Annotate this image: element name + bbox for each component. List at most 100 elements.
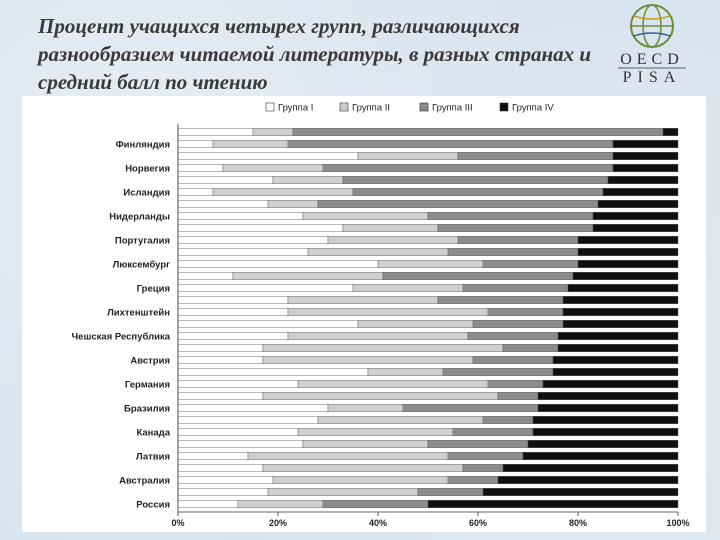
bar-segment	[267, 200, 319, 208]
bar-segment	[417, 488, 484, 496]
bar-segment	[177, 476, 274, 484]
bar-segment	[292, 128, 664, 136]
bar-segment	[177, 368, 369, 376]
legend-swatch	[265, 102, 275, 112]
bar-segment	[327, 404, 404, 412]
bar-segment	[272, 176, 344, 184]
bar-segment	[297, 428, 454, 436]
bar-segment	[427, 212, 594, 220]
x-tick-label: 0%	[171, 518, 184, 528]
bar-segment	[287, 140, 614, 148]
bar-segment	[612, 164, 679, 172]
category-label: Бразилия	[124, 404, 170, 415]
bar-segment	[297, 380, 489, 388]
bar-segment	[402, 404, 539, 412]
bar-segment	[462, 284, 569, 292]
bar-segment	[437, 224, 594, 232]
bar-segment	[317, 200, 599, 208]
bar-segment	[177, 200, 269, 208]
bar-segment	[592, 224, 679, 232]
bar-segment	[262, 344, 504, 352]
x-tick-label: 40%	[369, 518, 387, 528]
bar-segment	[302, 440, 429, 448]
bar-segment	[452, 428, 534, 436]
bar-segment	[177, 500, 239, 508]
legend-swatch	[339, 102, 349, 112]
bar-segment	[177, 344, 264, 352]
bar-segment	[342, 224, 439, 232]
bar-segment	[177, 188, 214, 196]
logo-text-bottom: PISA	[623, 69, 682, 86]
bar-segment	[177, 176, 274, 184]
bar-segment	[357, 152, 459, 160]
bar-segment	[377, 260, 484, 268]
bar-segment	[177, 164, 224, 172]
bar-segment	[177, 152, 359, 160]
bar-segment	[457, 236, 579, 244]
bar-segment	[502, 344, 559, 352]
category-label: Нидерланды	[109, 212, 170, 223]
bar-segment	[267, 488, 419, 496]
legend-swatch	[419, 102, 429, 112]
bar-segment	[177, 416, 319, 424]
legend-label: Группа III	[432, 103, 473, 114]
bar-segment	[177, 272, 234, 280]
bar-segment	[287, 308, 489, 316]
bar-segment	[437, 296, 564, 304]
bar-segment	[497, 476, 679, 484]
bar-segment	[482, 416, 534, 424]
bar-segment	[177, 380, 299, 388]
bar-segment	[177, 392, 264, 400]
bar-segment	[232, 272, 384, 280]
bar-segment	[467, 332, 559, 340]
bar-segment	[262, 464, 464, 472]
bar-segment	[532, 416, 679, 424]
bar-segment	[497, 392, 539, 400]
bar-segment	[322, 164, 614, 172]
bar-segment	[352, 188, 604, 196]
chart-panel: Группа I Группа II Группа III Группа IV Финл…	[22, 96, 706, 532]
bar-segment	[177, 284, 354, 292]
bar-segment	[457, 152, 614, 160]
bar-segment	[562, 296, 679, 304]
bar-segment	[462, 464, 504, 472]
bar-segment	[572, 272, 679, 280]
bar-segment	[287, 296, 439, 304]
bar-segment	[212, 188, 354, 196]
bar-segment	[537, 404, 679, 412]
bar-segment	[557, 332, 679, 340]
legend-label: Группа I	[278, 103, 313, 114]
category-label: Чешская Республика	[72, 332, 171, 343]
bar-segment	[532, 428, 679, 436]
legend-swatch	[499, 102, 509, 112]
category-label: Португалия	[115, 236, 170, 247]
bar-segment	[602, 188, 679, 196]
x-tick-label: 80%	[569, 518, 587, 528]
bar-segment	[177, 440, 304, 448]
bar-segment	[537, 392, 679, 400]
bar-segment	[577, 248, 679, 256]
legend-label: Группа IV	[512, 103, 554, 114]
bar-segment	[177, 464, 264, 472]
bar-segment	[177, 260, 379, 268]
bar-segment	[262, 356, 474, 364]
bar-segment	[482, 488, 679, 496]
category-label: Исландия	[123, 188, 170, 199]
bar-segment	[502, 464, 679, 472]
bar-segment	[262, 392, 499, 400]
bar-segment	[237, 500, 324, 508]
category-label: Россия	[136, 500, 170, 511]
bar-segment	[177, 128, 254, 136]
x-tick-label: 20%	[269, 518, 287, 528]
bar-segment	[662, 128, 679, 136]
bar-segment	[592, 212, 679, 220]
bar-segment	[367, 368, 444, 376]
bar-segment	[427, 440, 529, 448]
bar-segment	[222, 164, 324, 172]
bar-segment	[567, 284, 679, 292]
stacked-bar-chart: Группа I Группа II Группа III Группа IV Финл…	[72, 102, 690, 529]
category-label: Лихтенштейн	[107, 308, 170, 319]
bar-segment	[427, 500, 679, 508]
category-label: Греция	[137, 284, 170, 295]
bar-segment	[327, 236, 459, 244]
